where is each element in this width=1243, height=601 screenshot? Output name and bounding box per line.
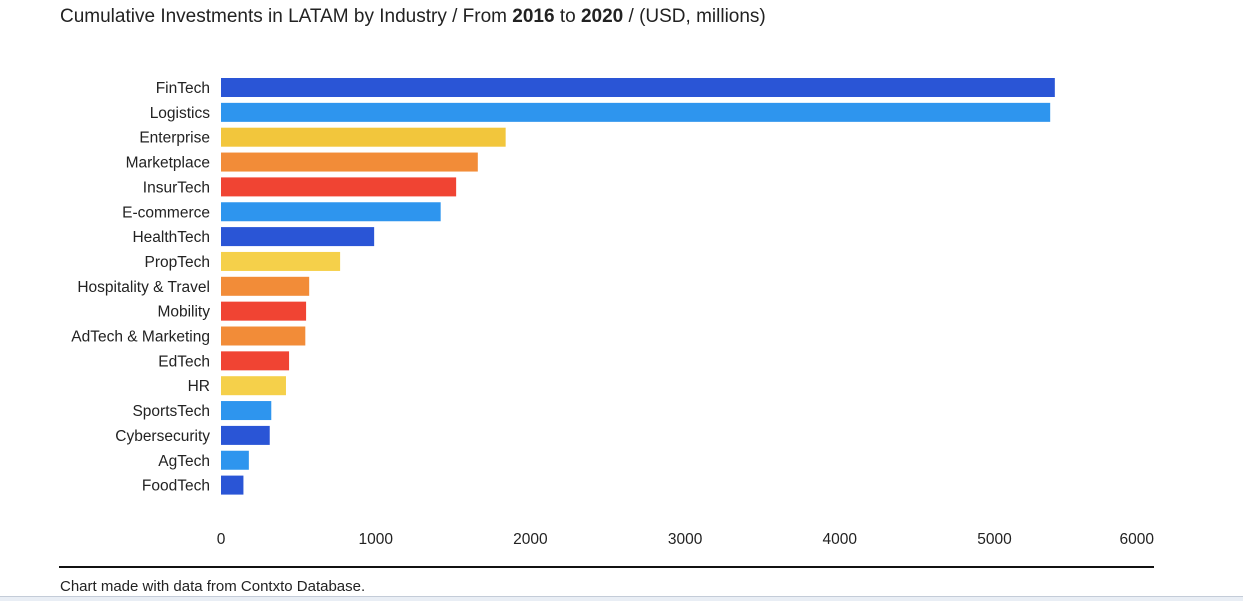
title-suffix: / (USD, millions) <box>623 6 766 27</box>
bar-e-commerce <box>221 202 441 222</box>
bar-cybersecurity <box>221 425 270 445</box>
bar-marketplace <box>221 152 478 172</box>
bar-mobility <box>221 301 307 321</box>
bar-proptech <box>221 251 341 271</box>
bar-insurtech <box>221 177 457 197</box>
category-label-agtech: AgTech <box>158 453 210 470</box>
category-label-proptech: PropTech <box>145 254 210 271</box>
source-note: Chart made with data from Contxto Databa… <box>60 578 366 595</box>
x-tick-label-2000: 2000 <box>513 531 548 548</box>
category-label-cybersecurity: Cybersecurity <box>115 428 210 445</box>
category-label-hr: HR <box>188 378 210 395</box>
footer-divider <box>59 566 1154 568</box>
category-label-foodtech: FoodTech <box>142 478 210 495</box>
x-axis-ticks: 0 1000 2000 3000 4000 5000 6000 <box>217 531 1155 548</box>
bar-sportstech <box>221 401 272 421</box>
category-label-enterprise: Enterprise <box>139 130 210 147</box>
category-label-logistics: Logistics <box>150 105 211 122</box>
category-label-fintech: FinTech <box>156 80 210 97</box>
x-tick-label-6000: 6000 <box>1120 531 1155 548</box>
x-tick-label-1000: 1000 <box>358 531 393 548</box>
chart-title: Cumulative Investments in LATAM by Indus… <box>60 4 766 30</box>
title-year-end: 2020 <box>580 6 624 27</box>
title-prefix: Cumulative Investments in LATAM by Indus… <box>60 6 513 27</box>
x-tick-label-3000: 3000 <box>668 531 703 548</box>
bar-foodtech <box>221 475 244 495</box>
bar-logistics <box>221 102 1051 122</box>
category-label-edtech: EdTech <box>158 353 210 370</box>
bar-healthtech <box>221 227 375 247</box>
bar-enterprise <box>221 127 506 147</box>
x-tick-label-5000: 5000 <box>977 531 1012 548</box>
title-year-start: 2016 <box>512 6 555 27</box>
bar-edtech <box>221 351 290 371</box>
category-label-sportstech: SportsTech <box>132 403 210 420</box>
category-label-healthtech: HealthTech <box>132 229 210 246</box>
category-label-adtech-and-marketing: AdTech & Marketing <box>71 329 210 346</box>
category-label-mobility: Mobility <box>157 304 210 321</box>
title-middle: to <box>554 6 581 27</box>
bar-hr <box>221 376 286 396</box>
category-labels-group: FinTech Logistics Enterprise Marketplace Ins… <box>71 80 210 495</box>
bar-adtech-and-marketing <box>221 326 306 346</box>
category-label-insurtech: InsurTech <box>143 179 210 196</box>
bars-group <box>221 78 1055 495</box>
bar-fintech <box>221 78 1055 97</box>
bar-chart: FinTech Logistics Enterprise Marketplace Ins… <box>71 78 1155 548</box>
window-bottom-strip <box>0 596 1243 601</box>
category-label-marketplace: Marketplace <box>126 155 210 172</box>
bar-hospitality-and-travel <box>221 276 310 296</box>
category-label-hospitality-and-travel: Hospitality & Travel <box>77 279 210 296</box>
category-label-e-commerce: E-commerce <box>122 204 210 221</box>
x-tick-label-4000: 4000 <box>823 531 858 548</box>
x-tick-label-0: 0 <box>217 531 226 548</box>
bar-agtech <box>221 450 249 470</box>
